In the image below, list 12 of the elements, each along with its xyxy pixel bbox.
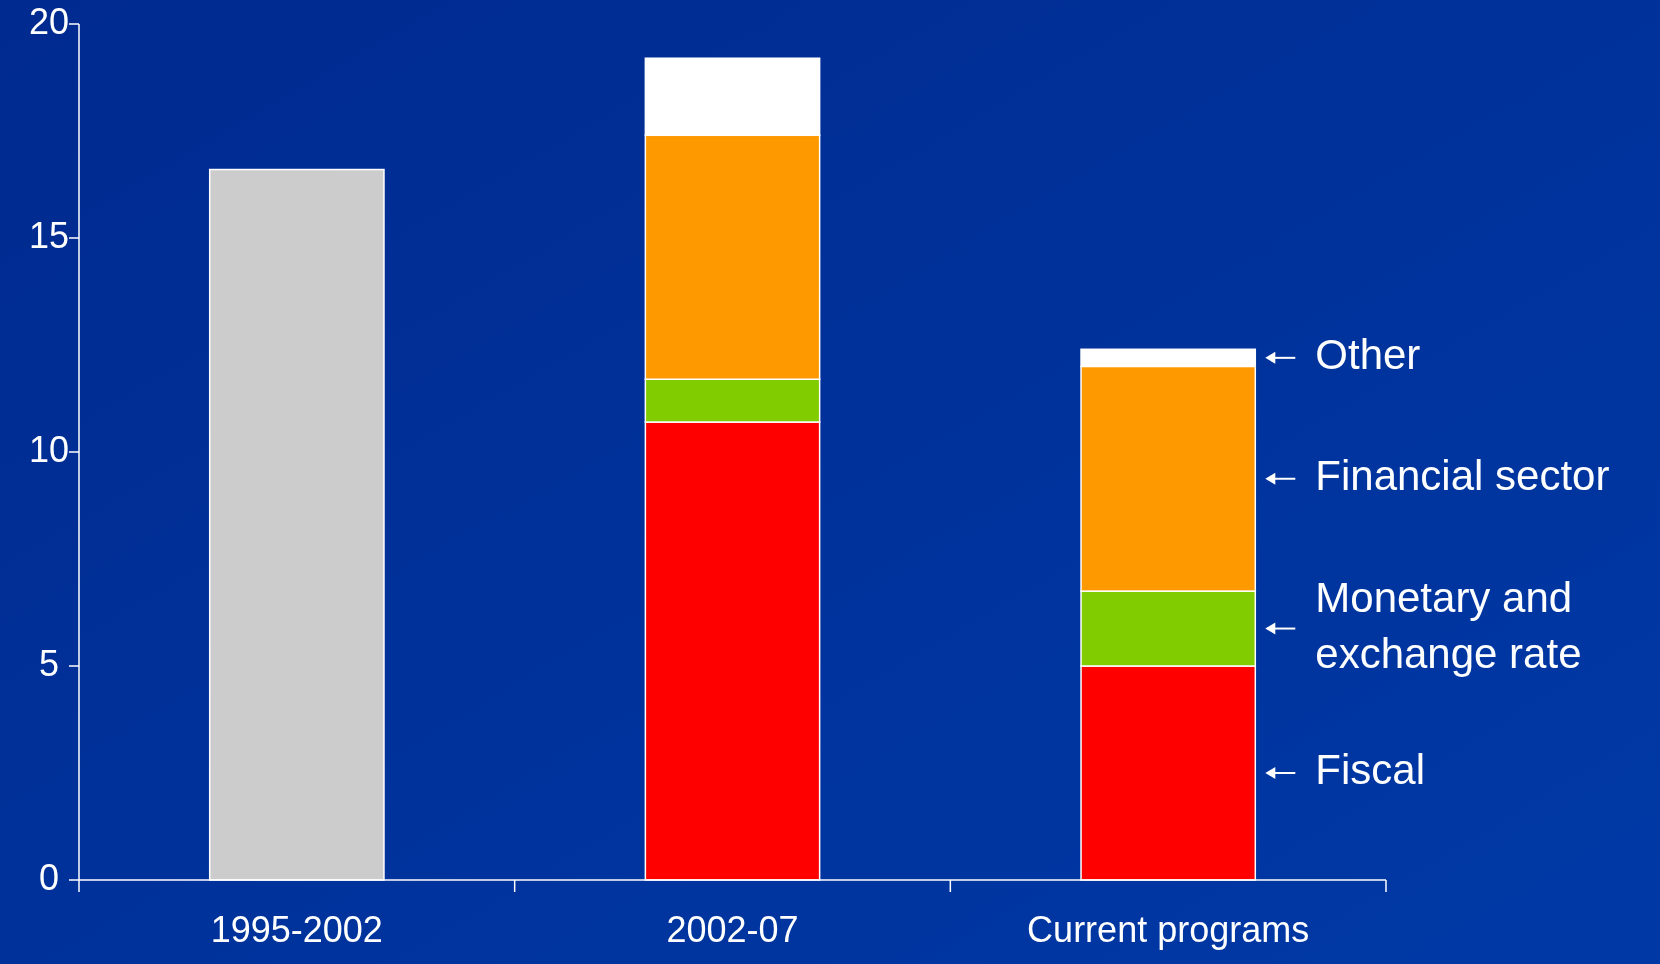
y-tick-label: 15 [28,214,70,256]
y-tick-label: 0 [38,856,60,898]
x-tick-label: Current programs [1027,909,1310,950]
legend-label: Monetary and exchange rate [1315,573,1582,677]
y-tick-label: 20 [28,0,70,42]
x-tick-label: 1995-2002 [210,909,383,950]
legend-label: Other [1315,330,1421,378]
x-tick-label: 2002-07 [666,909,799,950]
y-tick-label: 10 [28,428,70,470]
legend-label: Financial sector [1315,451,1610,499]
y-tick-label: 5 [38,642,60,684]
legend-label: Fiscal [1315,746,1425,794]
